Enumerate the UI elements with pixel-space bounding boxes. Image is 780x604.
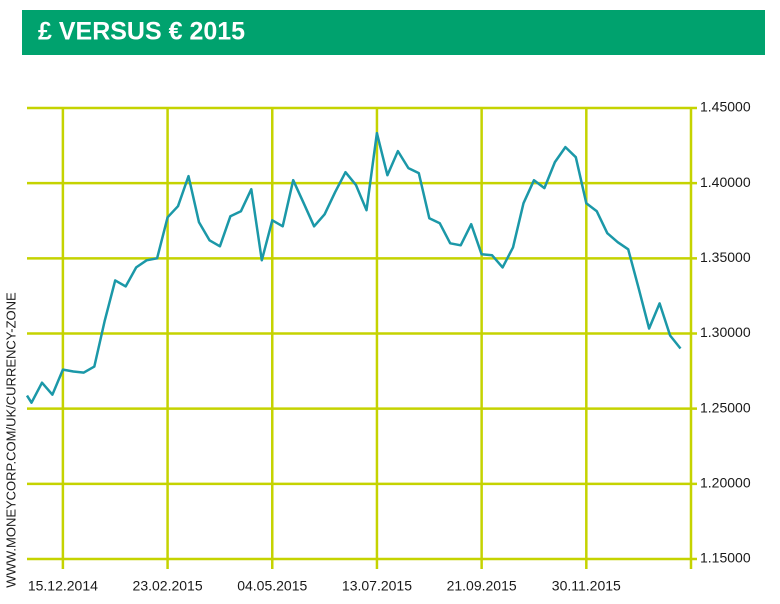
y-tick-label: 1.15000 [700, 550, 751, 566]
y-tick-label: 1.40000 [700, 174, 751, 190]
chart-title: £ VERSUS € 2015 [38, 18, 245, 46]
x-tick-label: 13.07.2015 [342, 578, 412, 594]
source: WWW.MONEYCORP.COM/UK/CURRENCY-ZONE [3, 292, 18, 588]
title-bar [22, 10, 765, 55]
x-tick-label: 15.12.2014 [28, 578, 98, 594]
y-tick-label: 1.25000 [700, 399, 751, 415]
x-tick-label: 23.02.2015 [133, 578, 203, 594]
x-tick-label: 30.11.2015 [552, 578, 621, 594]
y-tick-label: 1.45000 [700, 99, 751, 115]
y-tick-label: 1.30000 [700, 324, 751, 340]
y-tick-label: 1.20000 [700, 475, 751, 491]
x-tick-label: 21.09.2015 [447, 578, 517, 594]
x-tick-label: 04.05.2015 [237, 578, 307, 594]
data-line [25, 131, 682, 404]
y-tick-label: 1.35000 [700, 249, 751, 265]
